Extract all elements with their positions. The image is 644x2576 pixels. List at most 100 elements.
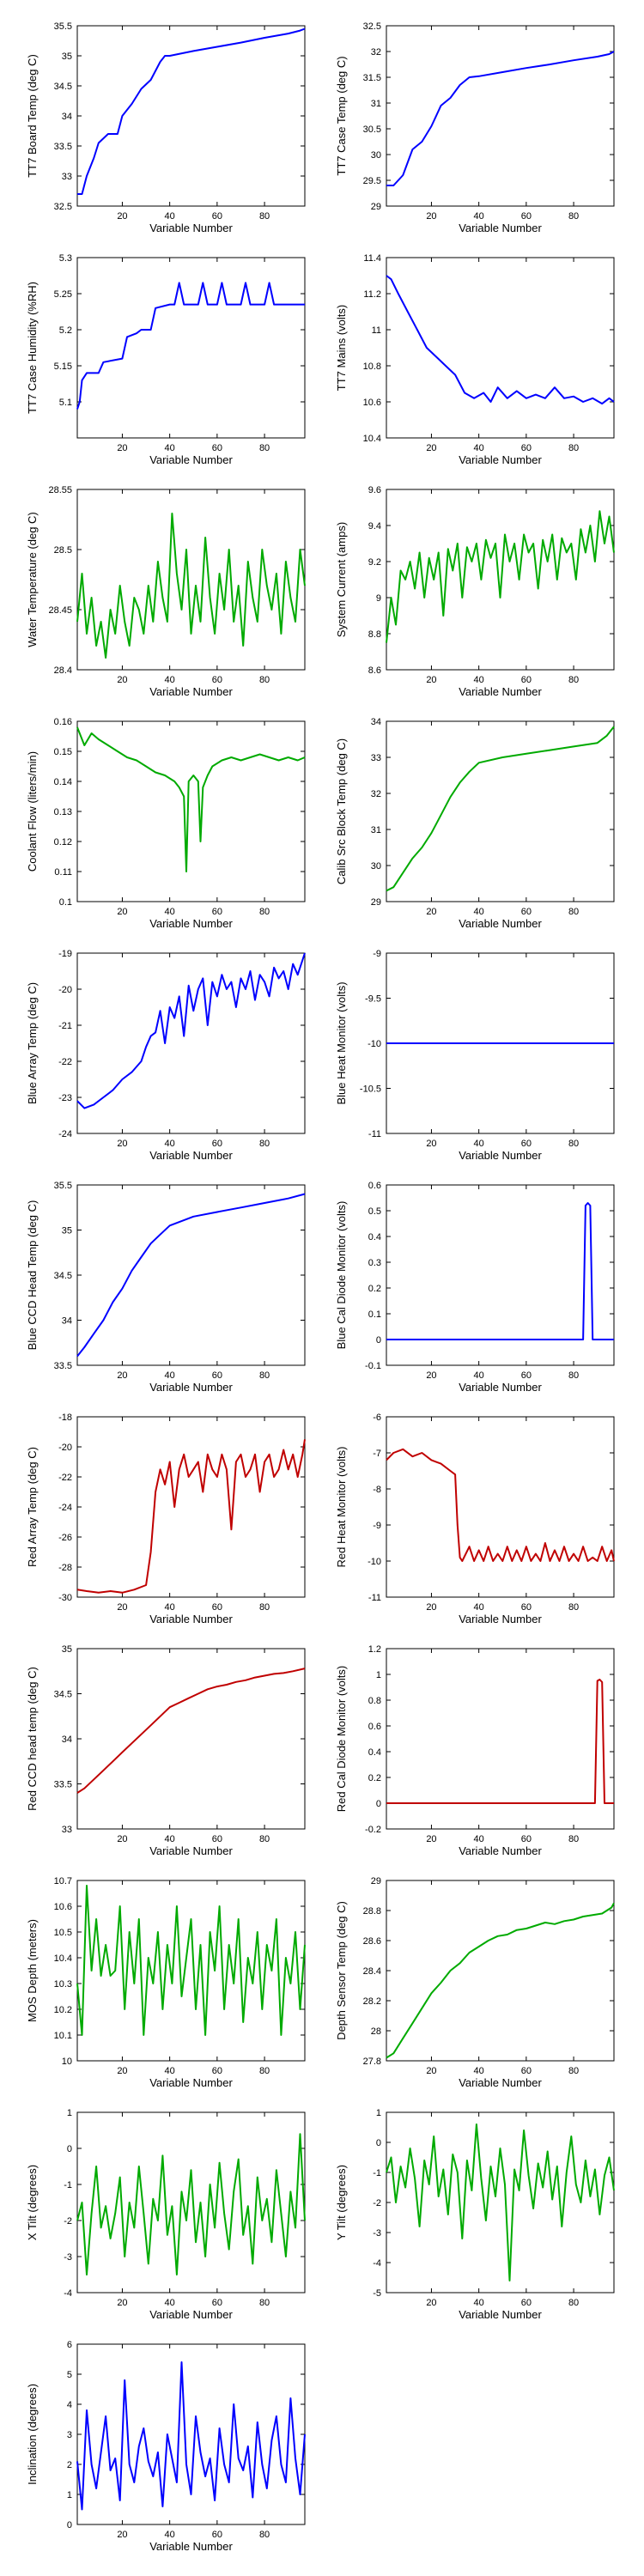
y-axis-label: Y Tilt (degrees): [335, 2165, 348, 2240]
x-tick-label: 80: [568, 2298, 579, 2308]
y-tick-label: 33.5: [54, 142, 72, 152]
chart-panel-14: -11 -10 -9 -8 -7 -6 20 40 60 80 Variable Number Red…: [335, 1413, 615, 1625]
y-axis-label: MOS Depth (meters): [26, 1919, 39, 2022]
plot-area: [386, 2111, 615, 2293]
x-tick-label: 80: [568, 2066, 579, 2076]
y-axis-label: X Tilt (degrees): [26, 2165, 39, 2240]
y-axis-label: Water Temperature (deg C): [26, 512, 39, 647]
y-tick-label: -0.2: [365, 1825, 381, 1835]
series-line: [386, 726, 615, 892]
y-tick-label: -10: [368, 1557, 381, 1567]
y-tick-label: 5.25: [54, 289, 72, 300]
y-tick-label: -18: [58, 1413, 72, 1423]
y-tick-label: -11: [368, 1593, 381, 1603]
y-tick-label: 32: [371, 47, 381, 58]
plot-area: [76, 2111, 306, 2293]
y-tick-label: 3: [67, 2430, 72, 2440]
y-tick-label: 33.5: [54, 1361, 72, 1371]
x-axis-label: Variable Number: [459, 1844, 542, 1857]
chart-panel-12: -0.1 0 0.1 0.2 0.3 0.4 0.5 0.6 20 40 60 80 Variable …: [335, 1181, 615, 1394]
x-tick-label: 80: [568, 1139, 579, 1149]
y-tick-label: -9: [373, 949, 381, 959]
y-axis-label: Inclination (degrees): [26, 2384, 39, 2485]
x-tick-label: 40: [474, 1602, 484, 1613]
y-tick-label: 1: [376, 2108, 381, 2118]
y-tick-label: -9.5: [365, 994, 381, 1005]
x-tick-label: 20: [117, 907, 127, 917]
y-tick-label: 35.5: [54, 21, 72, 32]
x-tick-label: 20: [426, 1370, 436, 1381]
y-tick-label: 0.12: [54, 837, 72, 848]
y-tick-label: 30.5: [363, 125, 381, 135]
x-tick-label: 40: [474, 675, 484, 685]
plot-area: [76, 489, 306, 671]
chart-panel-21: 0 1 2 3 4 5 6 20 40 60 80 Variable Number Inclinatio…: [26, 2340, 306, 2553]
y-tick-label: 2: [67, 2460, 72, 2470]
y-tick-label: 0.5: [368, 1206, 381, 1217]
y-tick-label: 10.4: [363, 434, 381, 444]
x-tick-label: 40: [165, 907, 175, 917]
y-tick-label: 28: [371, 2026, 381, 2037]
x-tick-label: 40: [165, 1370, 175, 1381]
x-tick-label: 60: [212, 907, 222, 917]
y-tick-label: 10.5: [54, 1928, 72, 1938]
y-tick-label: -9: [373, 1521, 381, 1531]
y-tick-label: 31.5: [363, 73, 381, 83]
x-tick-label: 80: [259, 443, 270, 453]
y-axis-label: System Current (amps): [335, 522, 348, 637]
x-tick-label: 40: [474, 211, 484, 222]
x-axis-label: Variable Number: [459, 222, 542, 234]
plot-area: [386, 489, 615, 671]
x-axis-label: Variable Number: [459, 685, 542, 698]
x-tick-label: 60: [521, 907, 532, 917]
chart-panel-18: 27.8 28 28.2 28.4 28.6 28.8 29 20 40 60 80 Variable…: [335, 1876, 615, 2089]
y-tick-label: -28: [58, 1563, 72, 1573]
y-tick-label: 1: [67, 2108, 72, 2118]
x-tick-label: 80: [568, 1370, 579, 1381]
plot-area: [386, 1648, 615, 1830]
x-tick-label: 60: [521, 1370, 532, 1381]
y-tick-label: 0.14: [54, 777, 72, 787]
y-tick-label: 34.5: [54, 1690, 72, 1700]
y-tick-label: 0: [376, 2138, 381, 2148]
series-line: [76, 2133, 306, 2275]
y-tick-label: -6: [373, 1413, 381, 1423]
y-axis-label: Red Cal Diode Monitor (volts): [335, 1666, 348, 1813]
y-tick-label: 28.55: [48, 485, 72, 495]
x-tick-label: 80: [259, 2298, 270, 2308]
chart-panel-10: -11 -10.5 -10 -9.5 -9 20 40 60 80 Variable Number…: [335, 949, 615, 1162]
y-tick-label: -4: [373, 2258, 381, 2269]
y-tick-label: 0: [376, 1799, 381, 1809]
x-tick-label: 40: [474, 1370, 484, 1381]
series-line: [386, 1679, 614, 1804]
x-tick-label: 40: [165, 211, 175, 222]
x-axis-label: Variable Number: [149, 685, 233, 698]
y-tick-label: 35.5: [54, 1181, 72, 1191]
x-tick-label: 60: [212, 1370, 222, 1381]
y-tick-label: -24: [58, 1503, 72, 1513]
x-tick-label: 80: [259, 675, 270, 685]
plot-area: [76, 1648, 306, 1830]
chart-panel-19: -4 -3 -2 -1 0 1 20 40 60 80 Variable Number X Tilt …: [26, 2108, 306, 2321]
x-axis-label: Variable Number: [459, 2308, 542, 2321]
y-tick-label: 30: [371, 861, 381, 872]
series-line: [386, 51, 615, 186]
chart-panel-11: 33.5 34 34.5 35 35.5 20 40 60 80 Variable Number B…: [26, 1181, 306, 1394]
y-axis-label: TT7 Case Humidity (%RH): [26, 282, 39, 414]
y-tick-label: 0: [67, 2144, 72, 2154]
x-tick-label: 60: [521, 1834, 532, 1844]
y-tick-label: 0.2: [368, 1773, 381, 1783]
x-tick-label: 20: [117, 2298, 127, 2308]
plot-area: [76, 257, 306, 439]
y-tick-label: 0.13: [54, 807, 72, 817]
x-tick-label: 40: [474, 1139, 484, 1149]
x-tick-label: 40: [165, 1602, 175, 1613]
y-tick-label: 8.8: [368, 629, 381, 640]
series-line: [386, 2123, 615, 2281]
x-tick-label: 80: [568, 443, 579, 453]
y-tick-label: -10: [368, 1039, 381, 1049]
y-tick-label: -24: [58, 1129, 72, 1139]
y-tick-label: 10.7: [54, 1876, 72, 1886]
y-tick-label: 30: [371, 150, 381, 161]
y-tick-label: 32.5: [54, 202, 72, 212]
